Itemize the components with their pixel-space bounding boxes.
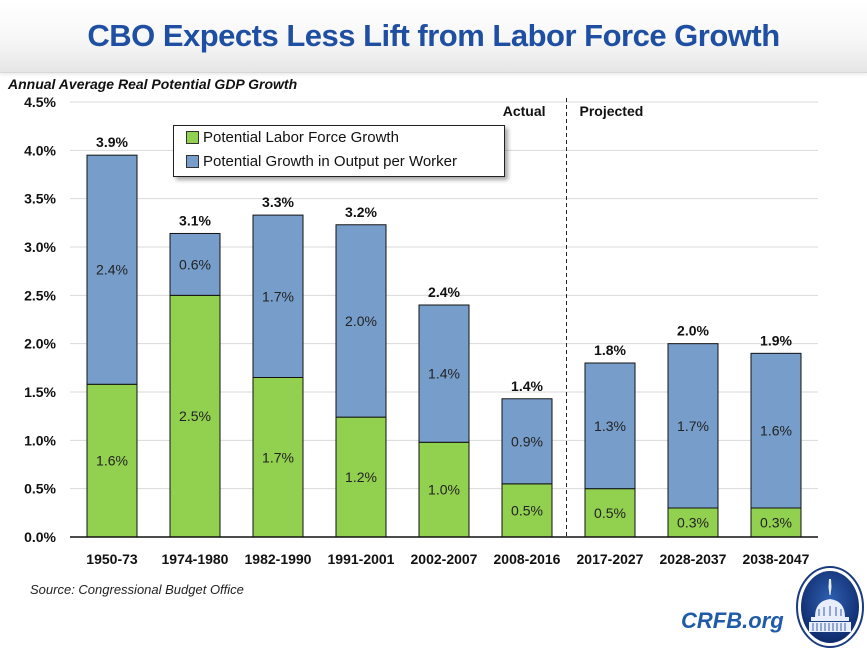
total-data-label: 1.9% xyxy=(760,332,792,348)
segment-data-label: 0.5% xyxy=(511,502,543,518)
segment-data-label: 1.6% xyxy=(96,453,128,469)
y-tick-label: 2.5% xyxy=(24,287,56,303)
actual-label: Actual xyxy=(503,103,546,119)
x-tick-labels: 1950-73 1974-1980 1982-1990 1991-2001 2002-2… xyxy=(86,551,809,567)
legend-item-labor: Potential Labor Force Growth xyxy=(186,129,399,146)
bar-segment-output xyxy=(501,398,553,485)
segment-data-label: 1.7% xyxy=(677,418,709,434)
legend: Potential Labor Force Growth Potential G… xyxy=(173,125,505,177)
bar-segment-labor xyxy=(501,483,553,538)
y-tick-label: 3.5% xyxy=(24,191,56,207)
total-data-label: 3.9% xyxy=(96,134,128,150)
projected-label: Projected xyxy=(580,103,644,119)
bar-segment-output xyxy=(418,304,470,443)
x-tick-label: 2028-2037 xyxy=(660,551,727,567)
bar-segment-labor xyxy=(667,507,719,538)
bar-segment-labor xyxy=(335,416,387,538)
y-tick-label: 0.5% xyxy=(24,481,56,497)
y-tick-label: 4.5% xyxy=(24,94,56,110)
chart-title: CBO Expects Less Lift from Labor Force G… xyxy=(87,18,780,53)
bars: 1.6% 2.4% 3.9% 2.5% 0.6% 3.1% 1.7% 1.7% 3.3% 1.2%… xyxy=(86,134,802,538)
bar-segment-output xyxy=(169,232,221,296)
x-tick-label: 1950-73 xyxy=(86,551,138,567)
title-banner: CBO Expects Less Lift from Labor Force G… xyxy=(0,0,867,73)
y-axis-title: Annual Average Real Potential GDP Growth xyxy=(8,76,298,92)
segment-data-label: 1.0% xyxy=(428,482,460,498)
legend-swatch-labor xyxy=(186,131,199,144)
actual-projected-divider: Actual Projected xyxy=(503,98,644,537)
bar-segment-output xyxy=(584,362,636,490)
segment-data-label: 0.9% xyxy=(511,433,543,449)
bar-segment-output xyxy=(667,343,719,509)
segment-data-label: 1.7% xyxy=(262,449,294,465)
capitol-dome-seal-icon xyxy=(796,566,864,648)
y-tick-label: 1.5% xyxy=(24,384,56,400)
segment-data-label: 1.4% xyxy=(428,366,460,382)
segment-data-label: 0.5% xyxy=(594,505,626,521)
legend-item-output: Potential Growth in Output per Worker xyxy=(186,153,457,170)
x-tick-label: 2002-2007 xyxy=(411,551,478,567)
bar-segment-labor xyxy=(169,294,221,538)
y-tick-label: 2.0% xyxy=(24,336,56,352)
x-tick-label: 1982-1990 xyxy=(245,551,312,567)
segment-data-label: 2.4% xyxy=(96,262,128,278)
bar-segment-output xyxy=(750,352,802,509)
total-data-label: 3.1% xyxy=(179,212,211,228)
total-data-label: 3.2% xyxy=(345,204,377,220)
segment-data-label: 0.3% xyxy=(760,515,792,531)
x-tick-label: 1974-1980 xyxy=(162,551,229,567)
bar-segment-labor xyxy=(584,488,636,538)
source-note: Source: Congressional Budget Office xyxy=(30,582,244,597)
total-data-label: 3.3% xyxy=(262,194,294,210)
segment-data-label: 2.5% xyxy=(179,408,211,424)
bar-segment-output xyxy=(86,154,138,385)
y-tick-label: 0.0% xyxy=(24,529,56,545)
total-data-label: 1.8% xyxy=(594,342,626,358)
total-data-label: 1.4% xyxy=(511,378,543,394)
y-tick-label: 4.0% xyxy=(24,142,56,158)
x-tick-label: 2038-2047 xyxy=(743,551,810,567)
bar-segment-output xyxy=(252,214,304,378)
x-tick-label: 2008-2016 xyxy=(494,551,561,567)
segment-data-label: 2.0% xyxy=(345,313,377,329)
bar-segment-labor xyxy=(252,377,304,538)
segment-data-label: 0.3% xyxy=(677,515,709,531)
bar-segment-output xyxy=(335,224,387,418)
y-tick-label: 3.0% xyxy=(24,239,56,255)
y-tick-labels: 0.0% 0.5% 1.0% 1.5% 2.0% 2.5% 3.0% 3.5% 4.0% 4.5% xyxy=(24,94,56,545)
x-tick-label: 2017-2027 xyxy=(577,551,644,567)
segment-data-label: 1.3% xyxy=(594,418,626,434)
segment-data-label: 1.2% xyxy=(345,469,377,485)
bar-segment-labor xyxy=(86,383,138,538)
legend-label-output: Potential Growth in Output per Worker xyxy=(203,153,458,170)
brand-link[interactable]: CRFB.org xyxy=(681,608,784,633)
legend-swatch-output xyxy=(186,155,199,168)
segment-data-label: 1.6% xyxy=(760,423,792,439)
total-data-label: 2.0% xyxy=(677,323,709,339)
legend-label-labor: Potential Labor Force Growth xyxy=(203,129,399,146)
total-data-label: 2.4% xyxy=(428,284,460,300)
segment-data-label: 0.6% xyxy=(179,256,211,272)
segment-data-label: 1.7% xyxy=(262,288,294,304)
y-tick-label: 1.0% xyxy=(24,432,56,448)
x-tick-label: 1991-2001 xyxy=(328,551,395,567)
